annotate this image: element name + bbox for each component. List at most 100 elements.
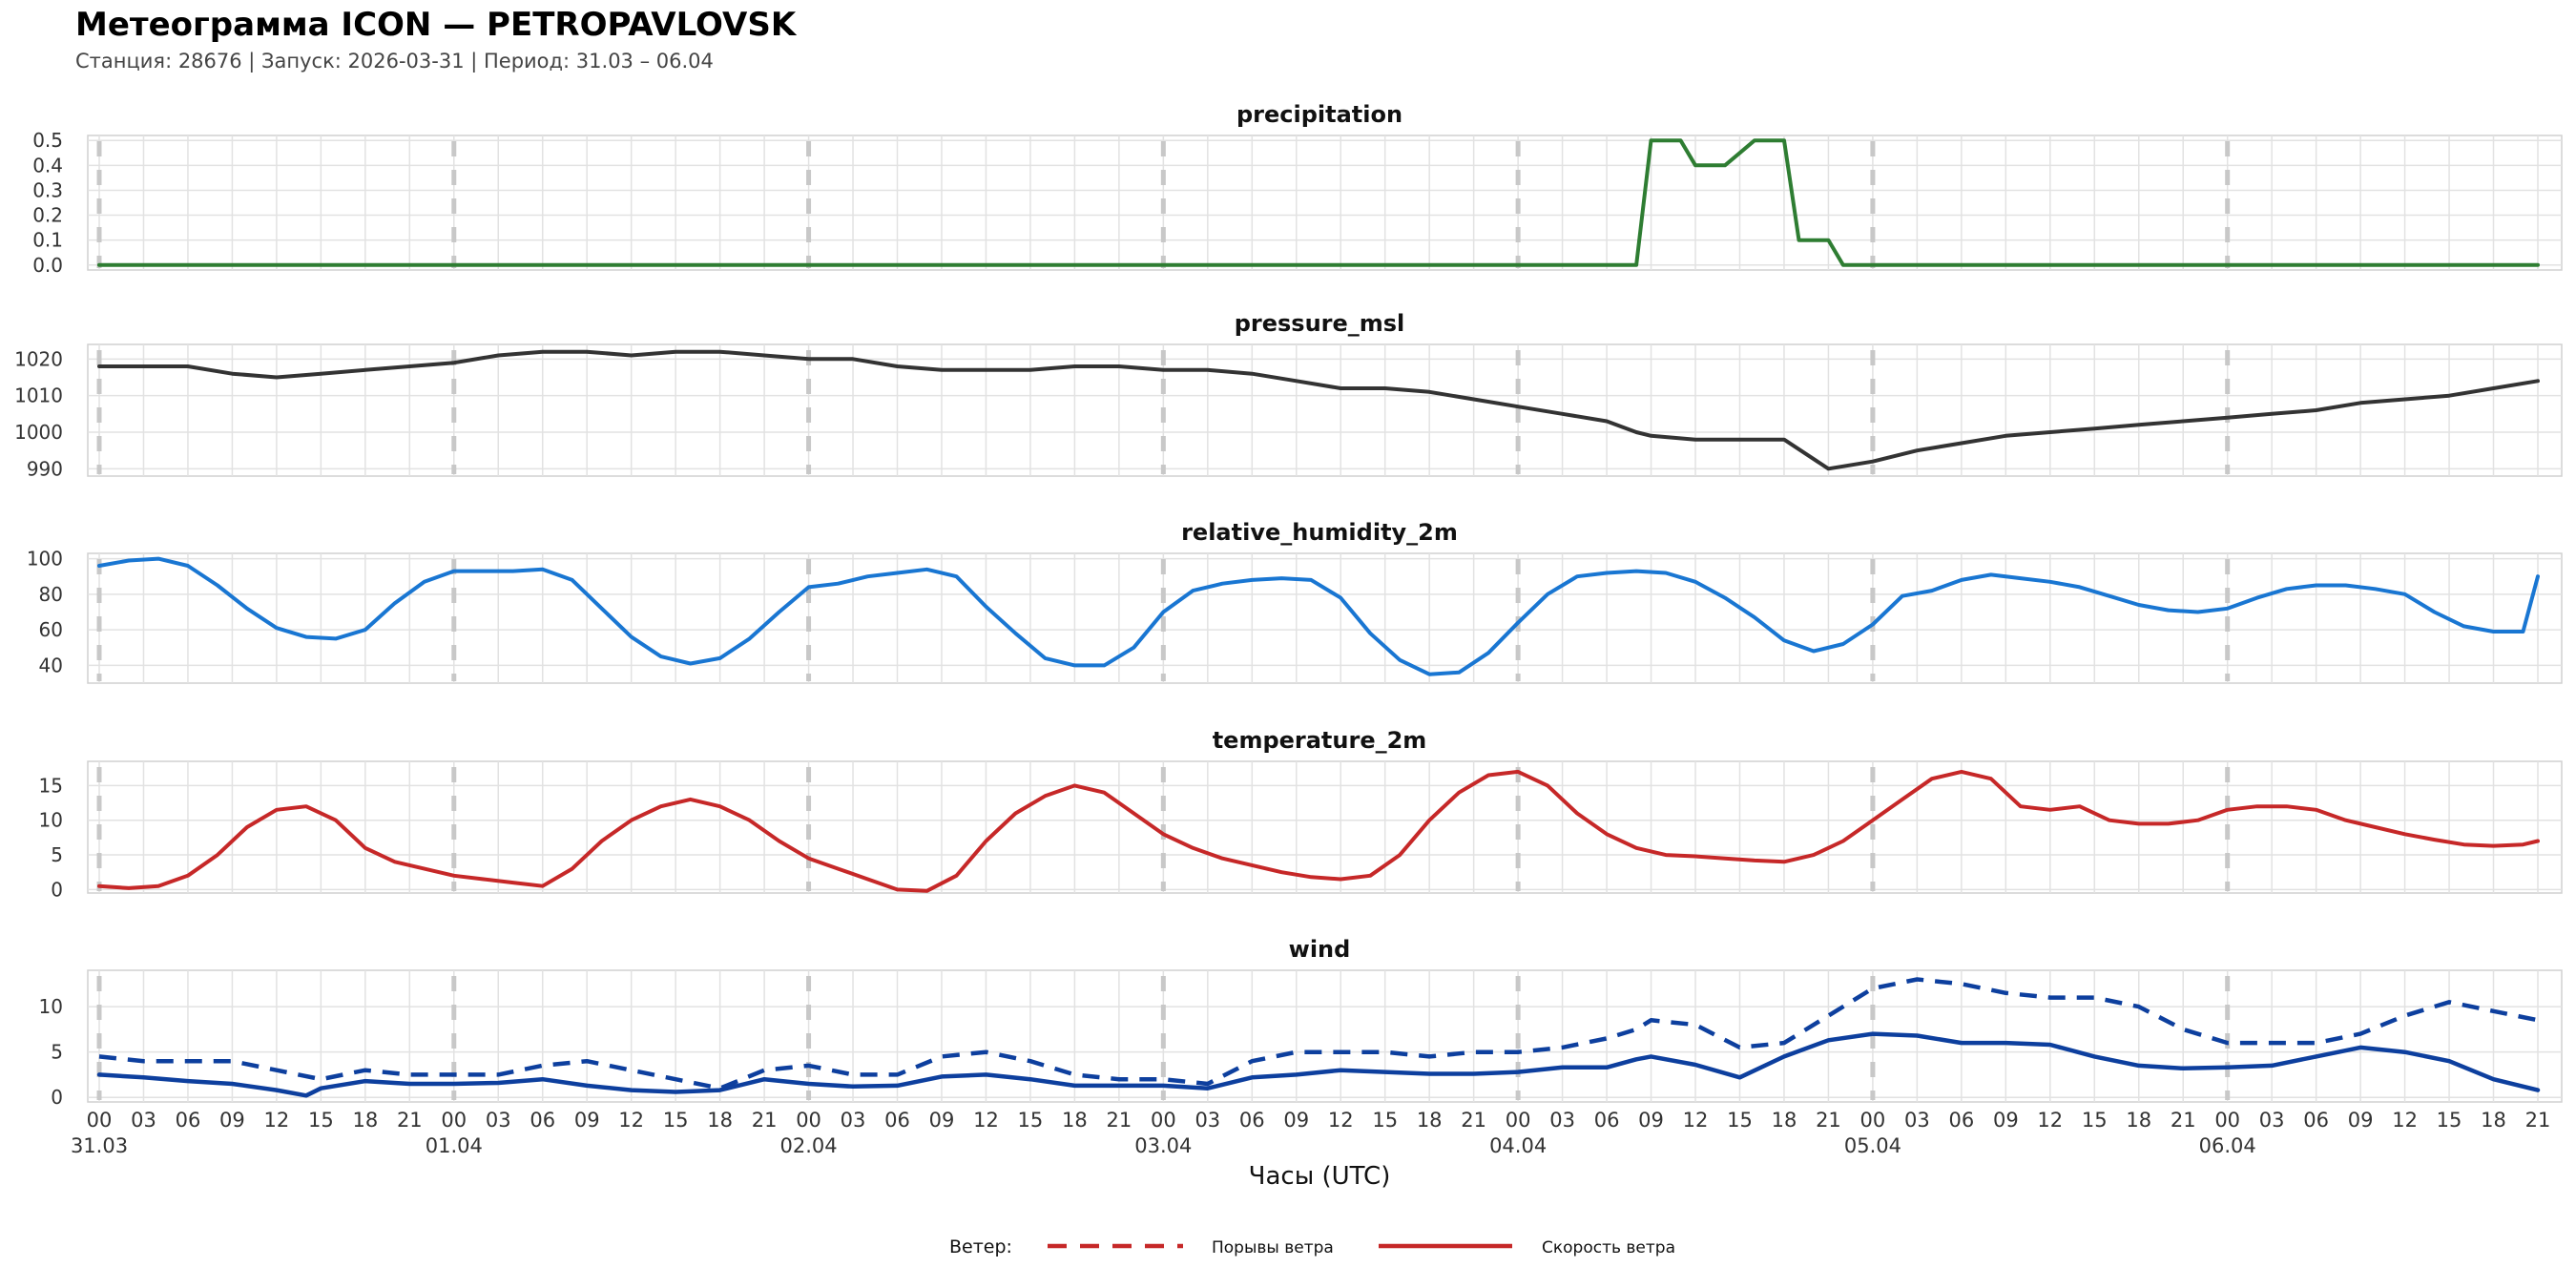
xtick-hour-label: 21 [397, 1109, 423, 1132]
xtick-hour-label: 03 [1904, 1109, 1930, 1132]
xtick-hour-label: 03 [131, 1109, 156, 1132]
ytick-label: 100 [27, 548, 63, 571]
ytick-label: 0.4 [32, 154, 63, 177]
xtick-hour-label: 12 [618, 1109, 644, 1132]
xtick-hour-label: 21 [1107, 1109, 1132, 1132]
xtick-day-label: 02.04 [780, 1134, 838, 1157]
xtick-hour-label: 00 [796, 1109, 821, 1132]
xtick-hour-label: 03 [1195, 1109, 1220, 1132]
xtick-hour-label: 06 [1948, 1109, 1974, 1132]
xtick-hour-label: 15 [1018, 1109, 1044, 1132]
xtick-hour-label: 21 [2525, 1109, 2551, 1132]
xtick-hour-label: 21 [752, 1109, 778, 1132]
ytick-label: 1010 [14, 384, 63, 407]
xtick-day-label: 03.04 [1134, 1134, 1192, 1157]
ytick-label: 1020 [14, 347, 63, 370]
page-subtitle: Станция: 28676 | Запуск: 2026-03-31 | Пе… [75, 50, 714, 73]
xtick-hour-label: 15 [308, 1109, 334, 1132]
xtick-hour-label: 12 [2037, 1109, 2063, 1132]
ytick-label: 0 [51, 878, 63, 901]
series-line-precipitation [97, 138, 2540, 267]
ytick-label: 15 [39, 774, 63, 797]
xtick-hour-label: 09 [219, 1109, 245, 1132]
xtick-day-label: 01.04 [426, 1134, 483, 1157]
xtick-hour-label: 09 [574, 1109, 600, 1132]
xtick-hour-label: 09 [1993, 1109, 2019, 1132]
ytick-label: 0.5 [32, 129, 63, 152]
legend-label-speed: Скорость ветра [1542, 1238, 1675, 1257]
ytick-label: 60 [39, 618, 63, 641]
xtick-hour-label: 15 [2082, 1109, 2108, 1132]
series-line-temperature_2m [97, 769, 2540, 893]
xtick-hour-label: 06 [176, 1109, 201, 1132]
xtick-hour-label: 15 [1372, 1109, 1398, 1132]
xtick-hour-label: 12 [1328, 1109, 1354, 1132]
xtick-day-label: 04.04 [1489, 1134, 1547, 1157]
series-line-wind_gusts [98, 977, 2539, 1091]
xtick-hour-label: 00 [441, 1109, 467, 1132]
x-axis-label: Часы (UTC) [1249, 1162, 1391, 1191]
ytick-label: 0.0 [32, 254, 63, 277]
xtick-hour-label: 09 [1283, 1109, 1309, 1132]
xtick-hour-label: 18 [1062, 1109, 1088, 1132]
xtick-hour-label: 21 [1816, 1109, 1841, 1132]
xtick-hour-label: 06 [884, 1109, 910, 1132]
xtick-hour-label: 03 [1549, 1109, 1575, 1132]
xtick-hour-label: 00 [87, 1109, 113, 1132]
ytick-label: 0 [51, 1086, 63, 1109]
ytick-label: 10 [39, 995, 63, 1018]
xtick-hour-label: 21 [1461, 1109, 1486, 1132]
panel-frame-wind [87, 969, 2563, 1103]
xtick-hour-label: 06 [1239, 1109, 1265, 1132]
xtick-hour-label: 15 [2437, 1109, 2462, 1132]
ytick-label: 10 [39, 809, 63, 832]
xtick-hour-label: 00 [1860, 1109, 1886, 1132]
xtick-hour-label: 03 [841, 1109, 866, 1132]
panel-frame-relative_humidity_2m [87, 552, 2563, 684]
xtick-hour-label: 18 [2126, 1109, 2151, 1132]
ytick-label: 5 [51, 1041, 63, 1064]
xtick-hour-label: 18 [352, 1109, 378, 1132]
panel-frame-pressure_msl [87, 343, 2563, 477]
ytick-label: 0.3 [32, 178, 63, 201]
ytick-label: 1000 [14, 421, 63, 444]
panel-title-relative_humidity_2m: relative_humidity_2m [1181, 519, 1458, 546]
xtick-hour-label: 06 [2303, 1109, 2329, 1132]
xtick-hour-label: 18 [1772, 1109, 1797, 1132]
panel-frame-precipitation [87, 135, 2563, 271]
ytick-label: 990 [27, 457, 63, 480]
panel-title-precipitation: precipitation [1236, 101, 1402, 128]
xtick-hour-label: 03 [2259, 1109, 2285, 1132]
ytick-label: 80 [39, 583, 63, 606]
xtick-hour-label: 09 [929, 1109, 955, 1132]
ytick-label: 0.2 [32, 204, 63, 227]
xtick-hour-label: 18 [1417, 1109, 1443, 1132]
xtick-hour-label: 18 [2481, 1109, 2506, 1132]
xtick-hour-label: 06 [1594, 1109, 1620, 1132]
xtick-hour-label: 09 [1638, 1109, 1664, 1132]
xtick-hour-label: 15 [1727, 1109, 1753, 1132]
xtick-hour-label: 00 [2214, 1109, 2240, 1132]
xtick-hour-label: 09 [2348, 1109, 2374, 1132]
panel-title-temperature_2m: temperature_2m [1213, 727, 1427, 754]
series-line-wind-speed [96, 1031, 2541, 1098]
xtick-hour-label: 00 [1151, 1109, 1176, 1132]
xtick-hour-label: 12 [973, 1109, 999, 1132]
xtick-hour-label: 21 [2171, 1109, 2196, 1132]
legend-label-gusts: Порывы ветра [1212, 1238, 1334, 1257]
ytick-label: 0.1 [32, 229, 63, 252]
xtick-day-label: 05.04 [1844, 1134, 1901, 1157]
ytick-label: 5 [51, 843, 63, 866]
xtick-hour-label: 12 [1683, 1109, 1709, 1132]
xtick-hour-label: 03 [486, 1109, 511, 1132]
xtick-day-label: 31.03 [71, 1134, 128, 1157]
series-line-relative_humidity_2m [97, 556, 2540, 676]
panel-title-pressure_msl: pressure_msl [1235, 310, 1405, 337]
page-title: Метеограмма ICON — PETROPAVLOVSK [75, 6, 797, 44]
legend-title: Ветер: [949, 1236, 1012, 1257]
panel-frame-temperature_2m [87, 760, 2563, 894]
xtick-hour-label: 00 [1506, 1109, 1531, 1132]
xtick-hour-label: 15 [663, 1109, 689, 1132]
